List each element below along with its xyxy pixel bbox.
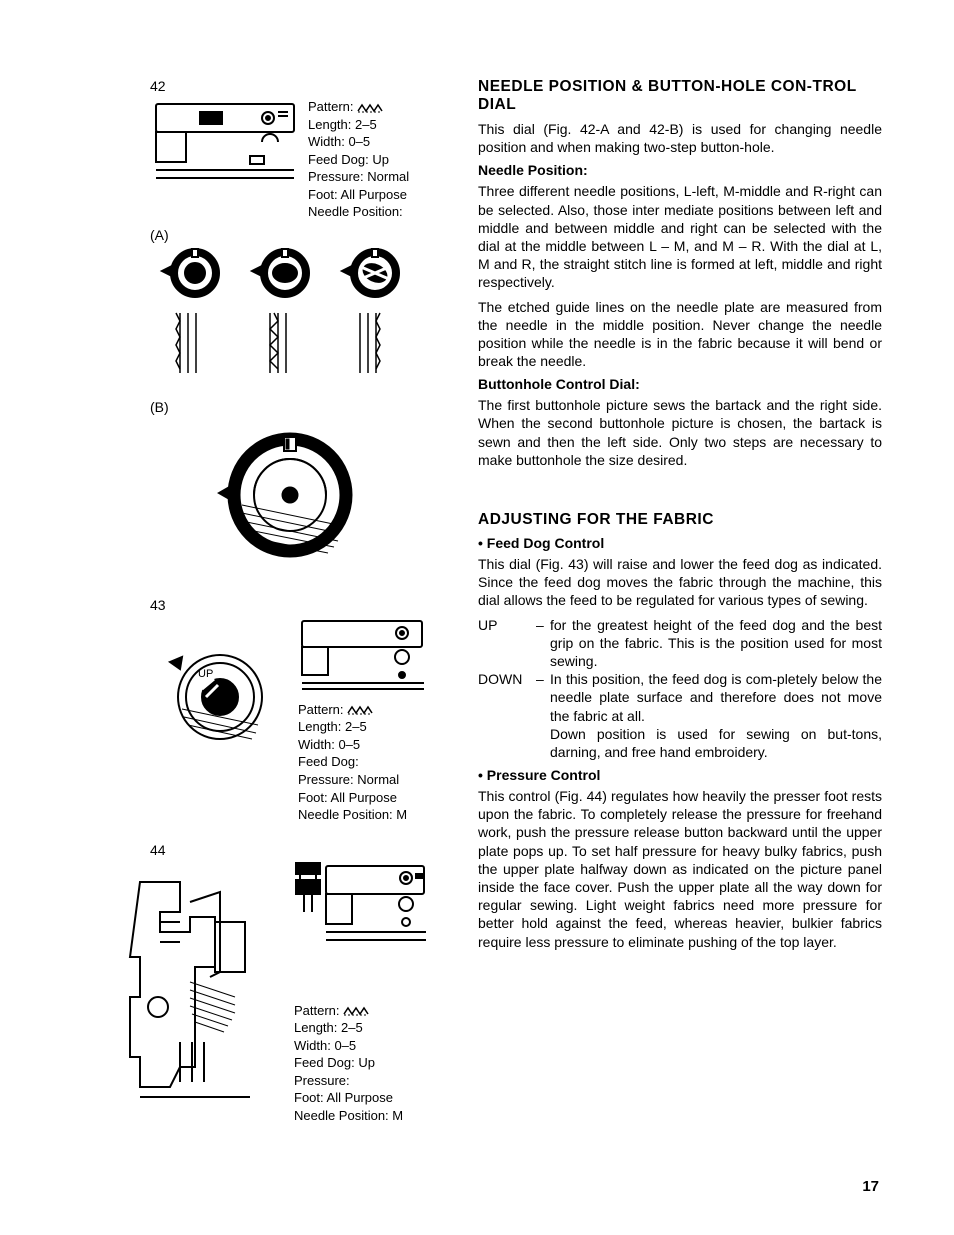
spec-pressure: Pressure: [294, 1072, 429, 1090]
fig43-row: UP Pattern: [150, 617, 450, 824]
section1-p2: Three different needle positions, L-left… [478, 182, 882, 291]
spec-length: Length: 2–5 [294, 1019, 429, 1037]
spec-pressure: Pressure: Normal [298, 771, 428, 789]
section1-title: NEEDLE POSITION & BUTTON-HOLE CON-TROL D… [478, 78, 882, 114]
def-down: In this position, the feed dog is com-pl… [550, 670, 882, 725]
fig43-dial-icon: UP [150, 627, 290, 747]
spec-needle: Needle Position: M [298, 806, 428, 824]
spec-pattern-label: Pattern: [308, 99, 354, 114]
manual-page: 42 Pattern: Length: [0, 0, 954, 1235]
def-down-cont: Down position is used for sewing on but-… [550, 725, 882, 761]
zigzag-icon [343, 1006, 369, 1016]
fig42-label-a: (A) [150, 227, 450, 243]
section2-p1: This dial (Fig. 43) will raise and lower… [478, 555, 882, 610]
def-up: for the greatest height of the feed dog … [550, 616, 882, 671]
spec-feed: Feed Dog: [298, 753, 428, 771]
fig42a-dials-icon [150, 243, 430, 393]
spec-foot: Foot: All Purpose [294, 1089, 429, 1107]
spec-length: Length: 2–5 [308, 116, 409, 134]
spec-pattern-label: Pattern: [294, 1003, 340, 1018]
spec-width: Width: 0–5 [298, 736, 428, 754]
figures-column: 42 Pattern: Length: [150, 78, 468, 1205]
fig44-machine-icon [294, 862, 429, 952]
term-up: UP [478, 616, 536, 671]
section2-bullet1: Feed Dog Control [478, 535, 882, 551]
spec-pressure: Pressure: Normal [308, 168, 409, 186]
section2-bullet2: Pressure Control [478, 767, 882, 783]
spec-width: Width: 0–5 [308, 133, 409, 151]
fig43-number: 43 [150, 597, 450, 613]
section1-sub2: Buttonhole Control Dial: [478, 376, 882, 392]
page-number: 17 [862, 1178, 879, 1195]
section1-p1: This dial (Fig. 42-A and 42-B) is used f… [478, 120, 882, 156]
spec-feed: Feed Dog: Up [294, 1054, 429, 1072]
spec-feed: Feed Dog: Up [308, 151, 409, 169]
fig43-machine-icon [298, 617, 428, 695]
section1-p3: The etched guide lines on the needle pla… [478, 298, 882, 371]
fig44-presser-icon [120, 862, 290, 1112]
term-down: DOWN [478, 670, 536, 725]
dash: – [536, 670, 550, 725]
spec-needle: Needle Position: [308, 203, 409, 221]
spec-width: Width: 0–5 [294, 1037, 429, 1055]
spec-foot: Foot: All Purpose [298, 789, 428, 807]
zigzag-icon [347, 705, 373, 715]
zigzag-icon [357, 103, 383, 113]
spec-length: Length: 2–5 [298, 718, 428, 736]
fig42b-dial-icon [210, 415, 370, 575]
fig42-specs: Pattern: Length: 2–5 Width: 0–5 Feed Dog… [308, 98, 409, 221]
fig44-number: 44 [150, 842, 450, 858]
text-column: NEEDLE POSITION & BUTTON-HOLE CON-TROL D… [468, 78, 882, 1205]
feed-dog-positions: UP – for the greatest height of the feed… [478, 616, 882, 762]
fig42-label-b: (B) [150, 399, 450, 415]
fig42-machine-icon [150, 98, 300, 186]
section1-sub1: Needle Position: [478, 162, 882, 178]
fig42-row: Pattern: Length: 2–5 Width: 0–5 Feed Dog… [150, 98, 450, 221]
section1-p4: The first buttonhole picture sews the ba… [478, 396, 882, 469]
fig42-number: 42 [150, 78, 450, 94]
section2-title: ADJUSTING FOR THE FABRIC [478, 511, 882, 529]
svg-text:UP: UP [198, 668, 213, 680]
spec-foot: Foot: All Purpose [308, 186, 409, 204]
spec-pattern-label: Pattern: [298, 702, 344, 717]
spec-needle: Needle Position: M [294, 1107, 429, 1125]
fig44-specs: Pattern: Length: 2–5 Width: 0–5 Feed Dog… [294, 1002, 429, 1125]
fig43-specs: Pattern: Length: 2–5 Width: 0–5 Feed Dog… [298, 701, 428, 824]
dash: – [536, 616, 550, 671]
fig44-row: Pattern: Length: 2–5 Width: 0–5 Feed Dog… [120, 862, 450, 1125]
section2-p2: This control (Fig. 44) regulates how hea… [478, 787, 882, 951]
